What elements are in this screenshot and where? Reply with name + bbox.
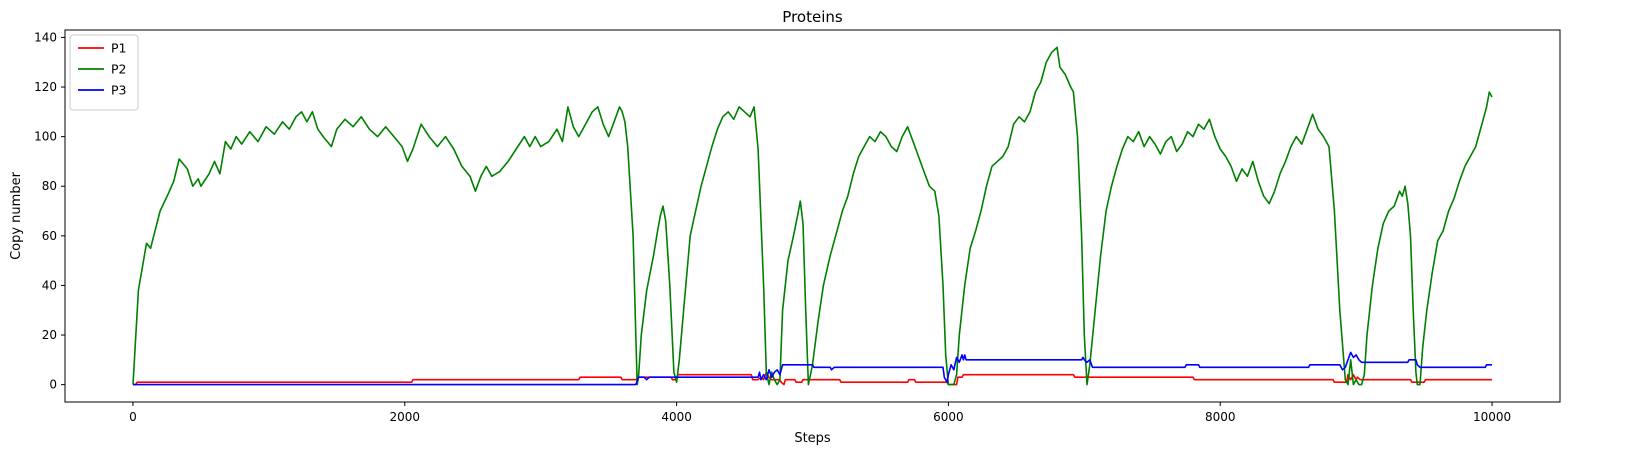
x-tick-label: 10000 (1473, 410, 1511, 424)
x-tick-label: 4000 (661, 410, 692, 424)
axes-frame (64, 29, 1561, 403)
legend-box (69, 34, 139, 111)
series-line-p3 (133, 351, 1492, 386)
x-axis-label: Steps (794, 431, 831, 446)
y-axis-ticks: 0 20 40 60 80 100 120 140 (34, 30, 65, 392)
y-tick-label: 20 (42, 328, 57, 342)
y-axis-label: Copy number (9, 171, 24, 260)
series-line-p2 (132, 46, 1493, 386)
x-tick-label: 2000 (389, 410, 420, 424)
y-tick-label: 40 (42, 278, 57, 292)
y-tick-label: 120 (34, 80, 57, 94)
y-tick-label: 60 (42, 229, 57, 243)
legend-label-p1: P1 (111, 41, 127, 56)
y-tick-label: 0 (49, 378, 57, 392)
legend-label-p2: P2 (111, 62, 127, 77)
x-axis-ticks: 0 2000 4000 6000 8000 10000 (129, 402, 1511, 424)
y-tick-label: 80 (42, 179, 57, 193)
x-tick-label: 0 (129, 410, 137, 424)
chart-title: Proteins (782, 8, 843, 26)
y-tick-label: 140 (34, 30, 57, 44)
legend: P1 P2 P3 (69, 34, 139, 111)
x-tick-label: 6000 (933, 410, 964, 424)
plot-area (64, 29, 1561, 403)
legend-label-p3: P3 (111, 83, 127, 98)
y-tick-label: 100 (34, 130, 57, 144)
x-tick-label: 8000 (1205, 410, 1236, 424)
series-layer (132, 46, 1493, 386)
